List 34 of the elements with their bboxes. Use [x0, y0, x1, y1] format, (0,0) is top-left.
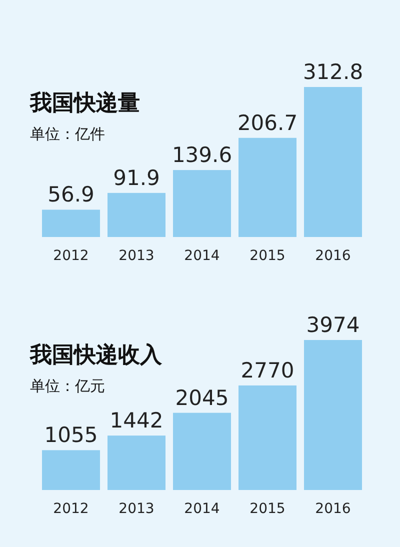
bar [304, 340, 362, 490]
data-label: 2770 [240, 358, 294, 382]
chart-title: 我国快递收入 [29, 342, 163, 368]
bar [108, 436, 166, 490]
data-label: 56.9 [48, 182, 94, 207]
x-tick-label: 2015 [250, 248, 286, 264]
bar [304, 87, 362, 237]
x-tick-label: 2013 [118, 248, 154, 264]
text: 单位：亿元 [30, 377, 105, 395]
data-label: 139.6 [172, 143, 232, 168]
x-tick-label: 2015 [250, 501, 286, 517]
text: 单位：亿件 [30, 125, 105, 143]
data-label: 1442 [110, 408, 164, 433]
bar [42, 210, 100, 237]
data-label: 1055 [44, 423, 98, 448]
data-label: 2045 [175, 386, 229, 410]
x-tick-label: 2016 [315, 501, 351, 517]
x-tick-label: 2012 [53, 248, 89, 264]
data-label: 206.7 [237, 110, 298, 135]
data-label: 312.8 [302, 60, 364, 84]
x-tick-label: 2012 [53, 501, 89, 517]
x-tick-label: 2014 [184, 248, 220, 264]
bar [238, 385, 296, 490]
bar [173, 170, 231, 237]
x-tick-label: 2014 [184, 501, 220, 517]
chart-title: 我国快递量 [29, 90, 140, 116]
bar [42, 450, 100, 490]
x-tick-label: 2013 [118, 501, 154, 517]
bar [173, 412, 231, 490]
x-tick-label: 2016 [315, 248, 351, 264]
bar [238, 138, 296, 237]
data-label: 3974 [306, 313, 360, 337]
bar [108, 192, 166, 237]
data-label: 91.9 [113, 166, 160, 190]
